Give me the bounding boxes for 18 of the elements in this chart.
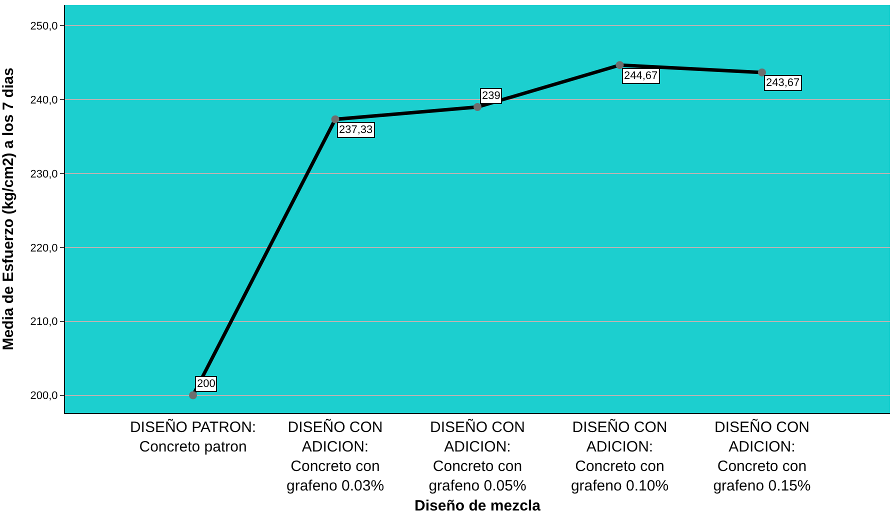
text: 239 [482, 90, 500, 102]
text: 200 [197, 378, 216, 390]
y-axis-title: Media de Esfuerzo (kg/cm2) a los 7 dias [0, 68, 17, 350]
y-tick-label: 220,0 [30, 242, 58, 254]
text: 243,67 [766, 77, 800, 89]
x-tick-label: DISEÑO PATRON: Concreto patron [130, 418, 256, 456]
text: 237,33 [339, 124, 373, 136]
y-tick-label: 240,0 [30, 94, 58, 106]
y-tick-label: 200,0 [30, 390, 58, 402]
y-tick-label: 230,0 [30, 168, 58, 180]
x-tick-label: DISEÑO CON ADICION: Concreto con grafeno 0.15% [713, 418, 811, 494]
text: 244,67 [624, 70, 658, 82]
x-tick-label: DISEÑO CON ADICION: Concreto con grafeno 0.10% [570, 418, 669, 494]
x-axis-title: Diseño de mezcla [414, 498, 542, 514]
x-tick-label: DISEÑO CON ADICION: Concreto con grafeno 0.03% [286, 418, 384, 494]
y-tick-label: 250,0 [30, 20, 58, 33]
y-tick-label: 210,0 [30, 316, 58, 328]
x-tick-label: DISEÑO CON ADICION: Concreto con grafeno 0.05% [428, 418, 526, 494]
